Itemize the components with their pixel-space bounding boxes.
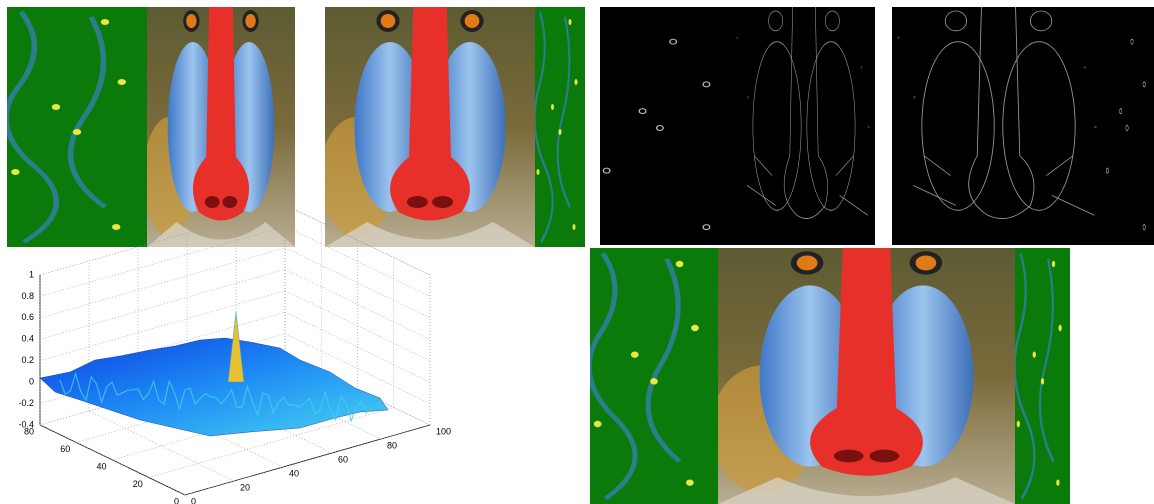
x-tick-label: 60 — [338, 454, 348, 464]
z-tick-label: 1 — [29, 269, 34, 279]
z-tick-label: 0.6 — [21, 312, 34, 322]
figure-canvas: -0.4-0.200.20.40.60.81020406080100020406… — [0, 0, 1154, 504]
grid-line — [285, 248, 430, 318]
y-tick-label: 40 — [96, 461, 106, 471]
edge-image — [733, 7, 875, 245]
marker-strip — [6, 7, 147, 247]
z-tick-label: 0 — [29, 377, 34, 387]
y-tick-label: 80 — [24, 426, 34, 436]
x-tick-label: 20 — [240, 482, 250, 492]
y-tick-label: 0 — [174, 496, 179, 504]
difference-strip — [600, 7, 733, 245]
marker-strip — [589, 248, 718, 504]
y-tick-label: 20 — [133, 479, 143, 489]
cover-image — [143, 7, 295, 247]
z-tick-label: 0.4 — [21, 334, 34, 344]
y-tick-label: 60 — [60, 444, 70, 454]
grid-line — [285, 269, 430, 339]
x-tick-label: 100 — [436, 426, 451, 436]
stego-image — [711, 248, 1015, 504]
z-tick-label: 0.2 — [21, 355, 34, 365]
x-tick-label: 80 — [387, 440, 397, 450]
figure: -0.4-0.200.20.40.60.81020406080100020406… — [0, 0, 1154, 504]
z-tick-label: 0.8 — [21, 291, 34, 301]
marker-strip — [1015, 248, 1070, 504]
z-tick-label: -0.2 — [18, 398, 34, 408]
cover-image — [320, 7, 535, 247]
surface-plot: -0.4-0.200.20.40.60.81020406080100020406… — [18, 205, 451, 504]
marker-strip — [535, 7, 585, 247]
edge-image — [892, 7, 1105, 245]
grid-line — [40, 269, 285, 339]
difference-strip — [1105, 7, 1154, 245]
x-tick-label: 40 — [289, 468, 299, 478]
x-tick-label: 0 — [191, 496, 196, 504]
grid-line — [40, 248, 285, 318]
